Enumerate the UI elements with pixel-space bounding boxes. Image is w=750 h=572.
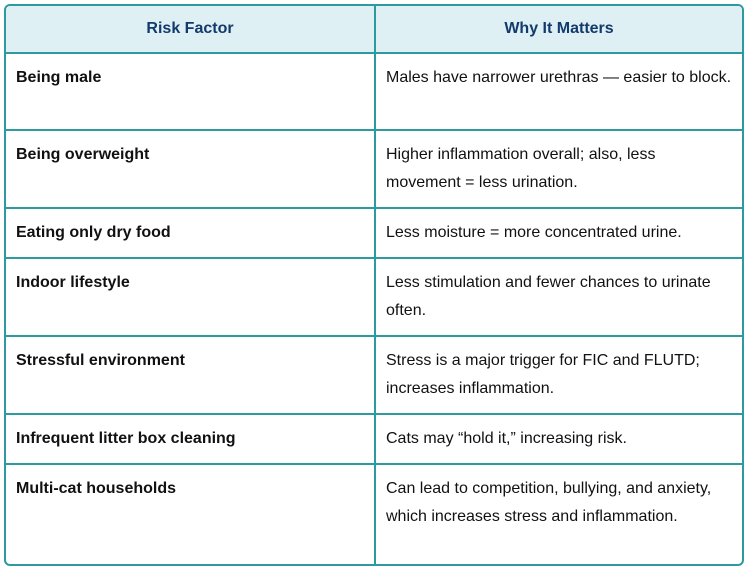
why-it-matters-cell: Can lead to competition, bullying, and a… [374,463,742,564]
risk-factor-cell: Being male [6,52,376,131]
why-it-matters-cell: Males have narrower urethras — easier to… [374,52,742,131]
why-it-matters-cell: Stress is a major trigger for FIC and FL… [374,335,742,415]
table-row: Being male Males have narrower urethras … [6,52,742,131]
why-it-matters-cell: Less moisture = more concentrated urine. [374,207,742,259]
why-it-matters-cell: Cats may “hold it,” increasing risk. [374,413,742,465]
risk-factor-table-container: Risk Factor Why It Matters Being male Ma… [4,4,744,566]
table-row: Stressful environment Stress is a major … [6,335,742,415]
risk-factor-cell: Multi-cat households [6,463,376,564]
header-risk-factor: Risk Factor [6,6,376,54]
table-row: Being overweight Higher inflammation ove… [6,129,742,209]
risk-factor-cell: Indoor lifestyle [6,257,376,337]
table-header-row: Risk Factor Why It Matters [6,6,742,54]
risk-factor-cell: Infrequent litter box cleaning [6,413,376,465]
table-row: Eating only dry food Less moisture = mor… [6,207,742,259]
risk-factor-cell: Eating only dry food [6,207,376,259]
header-why-it-matters: Why It Matters [374,6,742,54]
table-row: Multi-cat households Can lead to competi… [6,463,742,564]
why-it-matters-cell: Less stimulation and fewer chances to ur… [374,257,742,337]
why-it-matters-cell: Higher inflammation overall; also, less … [374,129,742,209]
table-row: Infrequent litter box cleaning Cats may … [6,413,742,465]
risk-factor-table: Risk Factor Why It Matters Being male Ma… [6,6,742,564]
table-row: Indoor lifestyle Less stimulation and fe… [6,257,742,337]
risk-factor-cell: Being overweight [6,129,376,209]
risk-factor-cell: Stressful environment [6,335,376,415]
